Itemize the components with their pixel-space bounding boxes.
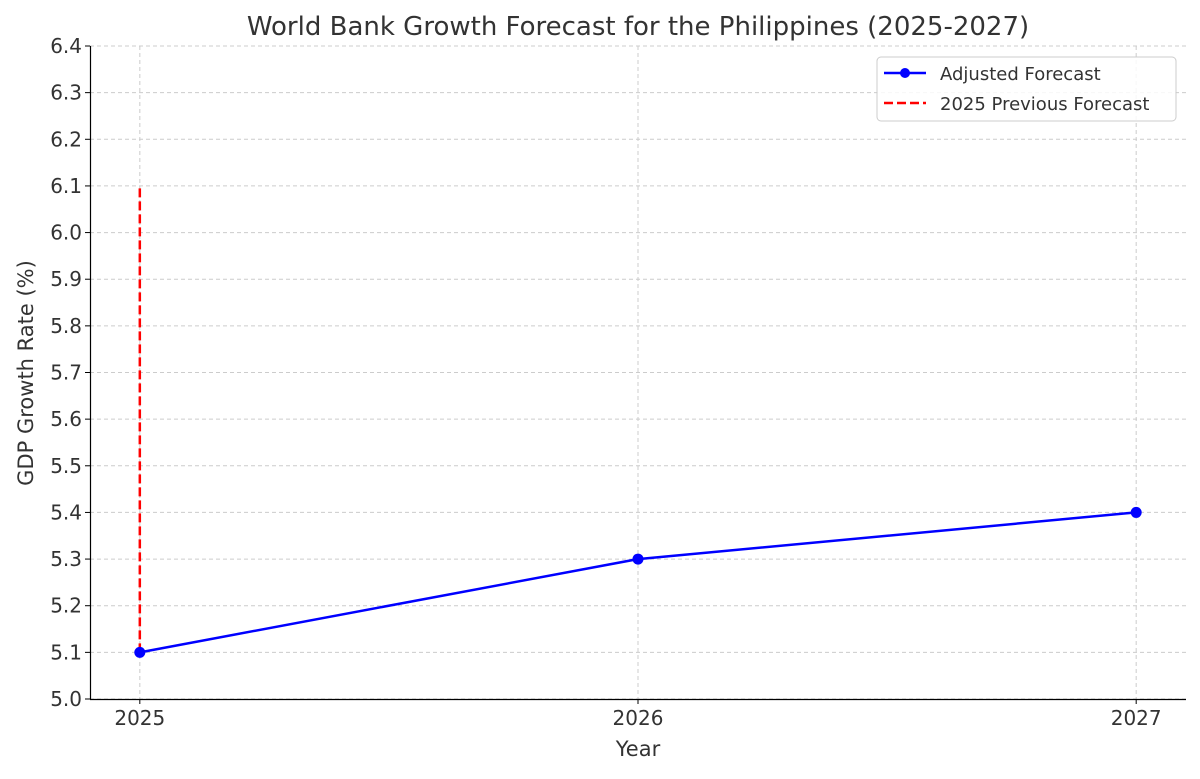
- legend-label-adjusted: Adjusted Forecast: [940, 64, 1101, 85]
- y-tick-label: 5.6: [50, 407, 82, 431]
- y-tick-label: 5.8: [50, 314, 82, 338]
- grid: [90, 45, 1186, 700]
- y-tick-label: 5.3: [50, 547, 82, 571]
- legend-box: [876, 56, 1177, 122]
- y-tick-label: 5.1: [50, 640, 82, 664]
- y-tick-label: 5.4: [50, 500, 82, 524]
- y-tick-label: 6.2: [50, 127, 82, 151]
- y-axis-label: GDP Growth Rate (%): [14, 260, 38, 486]
- x-tick-label: 2025: [114, 706, 165, 730]
- x-axis-ticks: 2025 2026 2027: [114, 699, 1162, 730]
- y-tick-label: 6.4: [50, 34, 82, 58]
- chart-title: World Bank Growth Forecast for the Phili…: [247, 12, 1029, 42]
- y-tick-label: 5.9: [50, 267, 82, 291]
- adjusted-forecast-point: [1130, 506, 1142, 518]
- adjusted-forecast-point: [632, 553, 644, 565]
- x-axis-label: Year: [615, 737, 661, 761]
- y-axis-ticks: 5.0 5.1 5.2 5.3 5.4 5.5 5.6 5.7 5.8 5.9 6.0 6.1 6.2 6…: [50, 34, 90, 711]
- series-layer: [134, 185, 1142, 658]
- adjusted-forecast-line: [139, 511, 1137, 654]
- y-tick-label: 6.3: [50, 81, 82, 105]
- legend-marker-adjusted: [900, 68, 910, 78]
- legend-label-previous: 2025 Previous Forecast: [940, 94, 1150, 115]
- y-tick-label: 6.0: [50, 221, 82, 245]
- y-tick-label: 5.7: [50, 361, 82, 385]
- y-tick-label: 5.5: [50, 454, 82, 478]
- legend: Adjusted Forecast 2025 Previous Forecast: [876, 56, 1177, 122]
- y-tick-label: 5.2: [50, 594, 82, 618]
- y-tick-label: 6.1: [50, 174, 82, 198]
- x-tick-label: 2027: [1111, 706, 1162, 730]
- adjusted-forecast-point: [134, 646, 146, 658]
- x-tick-label: 2026: [613, 706, 664, 730]
- y-tick-label: 5.0: [50, 687, 82, 711]
